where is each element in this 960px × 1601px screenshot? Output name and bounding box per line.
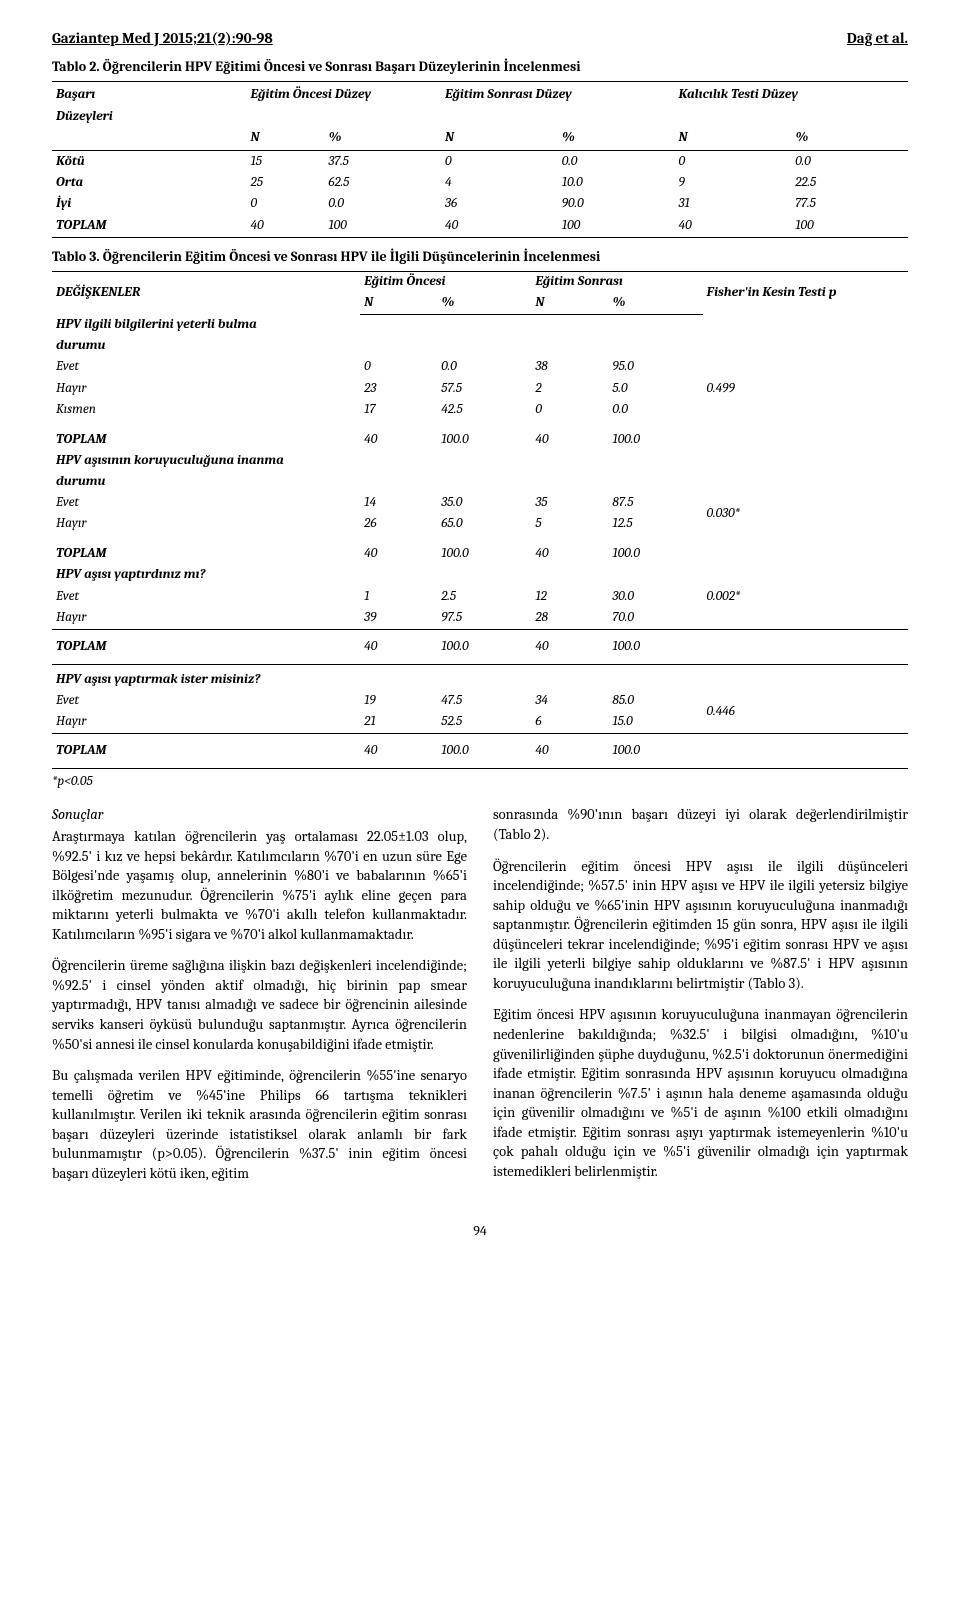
table2-group3: Kalıcılık Testi Düzey [674,82,908,107]
t2-sub-p1: % [324,128,441,151]
table-row: Evet 1 2.5 12 30.0 0.002* [52,586,908,607]
body-columns: Sonuçlar Araştırmaya katılan öğrencileri… [52,805,908,1195]
paragraph: Öğrencilerin üreme sağlığına ilişkin baz… [52,956,467,1054]
t3-var-label: DEĞİŞKENLER [52,271,360,314]
table-row: Evet 19 47.5 34 85.0 0.446 [52,691,908,712]
section-title-row: HPV aşısı yaptırdınız mı? [52,565,908,586]
page-number: 94 [52,1222,908,1241]
t2-sub-p2: % [558,128,675,151]
left-column: Sonuçlar Araştırmaya katılan öğrencileri… [52,805,467,1195]
paragraph: Eğitim öncesi HPV aşısının koruyuculuğun… [493,1005,908,1181]
table2-caption: Tablo 2. Öğrencilerin HPV Eğitimi Öncesi… [52,58,908,77]
table3-footnote: *p<0.05 [52,773,908,791]
paragraph: sonrasında %90'ının başarı düzeyi iyi ol… [493,805,908,844]
journal-ref: Gaziantep Med J 2015;21(2):90-98 [52,28,273,48]
t2-sub-n3: N [674,128,791,151]
total-row: TOPLAM 40 100.0 40 100.0 [52,629,908,664]
table-row: Evet 0 0.0 38 95.0 0.499 [52,357,908,378]
section-title-row: HPV ilgili bilgilerini yeterli bulma [52,315,908,336]
total-row: TOPLAM 40 100.0 40 100.0 [52,733,908,768]
table2-group2: Eğitim Sonrası Düzey [441,82,674,107]
section-title-row: durumu [52,336,908,357]
total-row: TOPLAM 40 100.0 40 100.0 [52,535,908,565]
table3-caption: Tablo 3. Öğrencilerin Eğitim Öncesi ve S… [52,248,908,267]
table3: DEĞİŞKENLER Eğitim Öncesi Eğitim Sonrası… [52,271,908,770]
t3-group2: Eğitim Sonrası [531,271,702,293]
paragraph: Bu çalışmada verilen HPV eğitiminde, öğr… [52,1066,467,1183]
paragraph: Araştırmaya katılan öğrencilerin yaş ort… [52,827,467,944]
t2-sub-n2: N [441,128,558,151]
t2-sub-n1: N [247,128,325,151]
table2-group1: Eğitim Öncesi Düzey [247,82,442,107]
section-title-row: HPV aşısının koruyuculuğuna inanma [52,450,908,471]
table-row: Kötü 15 37.5 0 0.0 0 0.0 [52,151,908,173]
author-ref: Dağ et al. [847,28,908,48]
table-row: Hayır 39 97.5 28 70.0 [52,607,908,629]
table2-rowhead2: Düzeyleri [52,106,247,127]
running-header: Gaziantep Med J 2015;21(2):90-98 Dağ et … [52,28,908,48]
table-row: Evet 14 35.0 35 87.5 0.030* [52,493,908,514]
table-row: İyi 0 0.0 36 90.0 31 77.5 [52,194,908,215]
paragraph: Öğrencilerin eğitim öncesi HPV aşısı ile… [493,857,908,994]
page: Gaziantep Med J 2015;21(2):90-98 Dağ et … [0,0,960,1276]
total-row: TOPLAM 40 100.0 40 100.0 [52,421,908,451]
t3-group1: Eğitim Öncesi [360,271,531,293]
right-column: sonrasında %90'ının başarı düzeyi iyi ol… [493,805,908,1195]
t3-fisher: Fisher'in Kesin Testi p [703,271,908,314]
section-title-row: HPV aşısı yaptırmak ister misiniz? [52,664,908,690]
t2-sub-p3: % [791,128,908,151]
table2-rowhead1: Başarı [52,82,247,107]
table-row: Orta 25 62.5 4 10.0 9 22.5 [52,173,908,194]
table-row: TOPLAM 40 100 40 100 40 100 [52,215,908,237]
section-heading: Sonuçlar [52,805,467,825]
section-title-row: durumu [52,472,908,493]
table2: Başarı Eğitim Öncesi Düzey Eğitim Sonras… [52,81,908,238]
